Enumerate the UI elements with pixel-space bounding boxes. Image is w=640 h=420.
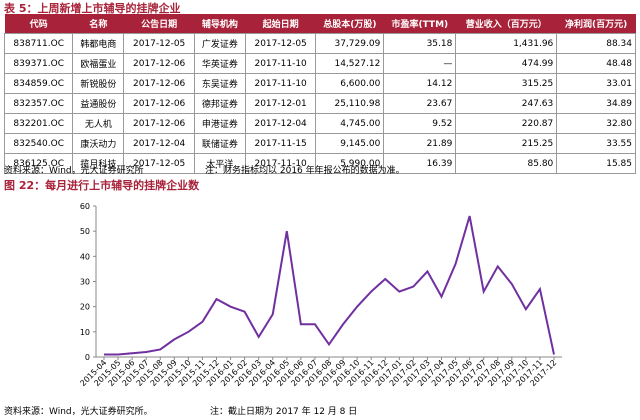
cell: 37,729.09 (315, 33, 385, 54)
cell: 32.80 (556, 113, 636, 134)
cell: 16.39 (383, 153, 457, 174)
cell: 2017-11-10 (244, 153, 317, 174)
cell: 联储证券 (193, 133, 246, 154)
cell: 14.12 (383, 73, 457, 94)
chart-source: 资料来源：Wind，光大证券研究所。 (4, 407, 153, 417)
line (104, 215, 555, 356)
y-tick-label: 10 (80, 328, 90, 337)
cell: 欧福蛋业 (72, 53, 125, 74)
cell: 东吴证券 (193, 73, 246, 94)
cell: 2017-12-06 (123, 113, 195, 134)
cell: 新锐股份 (72, 73, 125, 94)
cell: 839371.OC (3, 53, 74, 74)
cell: 33.01 (556, 73, 636, 94)
row: 838711.OC 韩都电商 2017-12-05 广发证券 2017-12-05 37,… (3, 33, 636, 54)
cell: 2017-12-04 (244, 113, 317, 134)
cell: 2017-11-10 (244, 53, 317, 74)
cell: 1,431.96 (455, 33, 558, 54)
y-tick-label: 40 (80, 252, 90, 261)
cell: 25,110.98 (315, 93, 385, 114)
header-cell: 公告日期 (123, 14, 195, 34)
cell: — (383, 53, 457, 74)
cell: 2017-12-06 (123, 93, 195, 114)
note: 注：财务指标均以 2016 年年报公布的数据为准。 (205, 166, 405, 176)
chart: 01020304050602015-042015-052015-062015-0… (78, 202, 562, 388)
y-tick-label: 0 (85, 353, 90, 362)
cell: 2017-12-06 (123, 73, 195, 94)
cell: 48.48 (556, 53, 636, 74)
table-title: 表 5：上周新增上市辅导的挂牌企业 (4, 2, 181, 15)
cell: 832357.OC (3, 93, 74, 114)
cell: 4,745.00 (315, 113, 385, 134)
cell: 315.25 (455, 73, 558, 94)
cell: 2017-12-06 (123, 53, 195, 74)
header-cell: 代码 (4, 14, 73, 34)
cell: 华英证券 (193, 53, 246, 74)
y-tick-label: 60 (80, 202, 90, 211)
row: 836125.OC 揽月科技 2017-12-05 太平洋 2017-11-10 5,99… (3, 153, 636, 174)
cell: 34.89 (556, 93, 636, 114)
cell: 9,145.00 (315, 133, 385, 154)
cell: 35.18 (383, 33, 457, 54)
cell: 832201.OC (3, 113, 74, 134)
cell: 33.55 (556, 133, 636, 154)
cell: 2017-12-05 (244, 33, 317, 54)
header-cell: 总股本(万股) (315, 14, 384, 34)
cell: 15.85 (556, 153, 636, 174)
cell: 834859.OC (3, 73, 74, 94)
y-tick-label: 50 (80, 227, 90, 236)
header-cell: 辅导机构 (194, 14, 246, 34)
source: 资料来源：Wind，光大证券研究所 (4, 166, 144, 176)
cell: 838711.OC (3, 33, 74, 54)
cell: 88.34 (556, 33, 636, 54)
header-row: 代码 名称 公告日期 辅导机构 起始日期 总股本(万股) 市盈率(TTM) 营业收入（百万元）… (4, 14, 636, 34)
cell: 韩都电商 (72, 33, 125, 54)
header-cell: 名称 (72, 14, 124, 34)
cell: 21.89 (383, 133, 457, 154)
row: 832357.OC 益通股份 2017-12-06 德邦证券 2017-12-01 25,… (3, 93, 636, 114)
cell: 康沃动力 (72, 133, 125, 154)
cell: 申港证券 (193, 113, 246, 134)
cell: 2017-11-15 (244, 133, 317, 154)
cell: 220.87 (455, 113, 558, 134)
row: 832540.OC 康沃动力 2017-12-04 联储证券 2017-11-15 9,1… (3, 133, 636, 154)
row: 832201.OC 无人机 2017-12-06 申港证券 2017-12-04 4,74… (3, 113, 636, 134)
cell: 太平洋 (193, 153, 246, 174)
y-tick-label: 20 (80, 303, 90, 312)
header-cell: 净利润(百万元) (556, 14, 636, 34)
cell: 836125.OC (3, 153, 74, 174)
cell: 无人机 (72, 113, 125, 134)
cell: 215.25 (455, 133, 558, 154)
cell: 6,600.00 (315, 73, 385, 94)
row: 839371.OC 欧福蛋业 2017-12-06 华英证券 2017-11-10 14,… (3, 53, 636, 74)
cell: 9.52 (383, 113, 457, 134)
cell: 23.67 (383, 93, 457, 114)
cell: 2017-12-04 (123, 133, 195, 154)
header-cell: 起始日期 (245, 14, 316, 34)
cell: 2017-12-05 (123, 153, 195, 174)
table: 代码 名称 公告日期 辅导机构 起始日期 总股本(万股) 市盈率(TTM) 营业收入（百万元）… (3, 14, 636, 174)
row: 834859.OC 新锐股份 2017-12-06 东吴证券 2017-11-10 6,6… (3, 73, 636, 94)
header-cell: 市盈率(TTM) (383, 14, 456, 34)
chart-title: 图 22：每月进行上市辅导的挂牌企业数 (4, 179, 200, 192)
cell: 14,527.12 (315, 53, 385, 74)
cell: 广发证券 (193, 33, 246, 54)
header-cell: 营业收入（百万元） (455, 14, 557, 34)
y-tick-label: 30 (80, 278, 90, 287)
chart-note: 注：截止日期为 2017 年 12 月 8 日 (210, 407, 358, 417)
cell: 2017-12-05 (123, 33, 195, 54)
cell: 832540.OC (3, 133, 74, 154)
cell: 85.80 (455, 153, 558, 174)
cell: 益通股份 (72, 93, 125, 114)
cell: 247.63 (455, 93, 558, 114)
cell: 2017-11-10 (244, 73, 317, 94)
cell: 2017-12-01 (244, 93, 317, 114)
cell: 德邦证券 (193, 93, 246, 114)
cell: 474.99 (455, 53, 558, 74)
